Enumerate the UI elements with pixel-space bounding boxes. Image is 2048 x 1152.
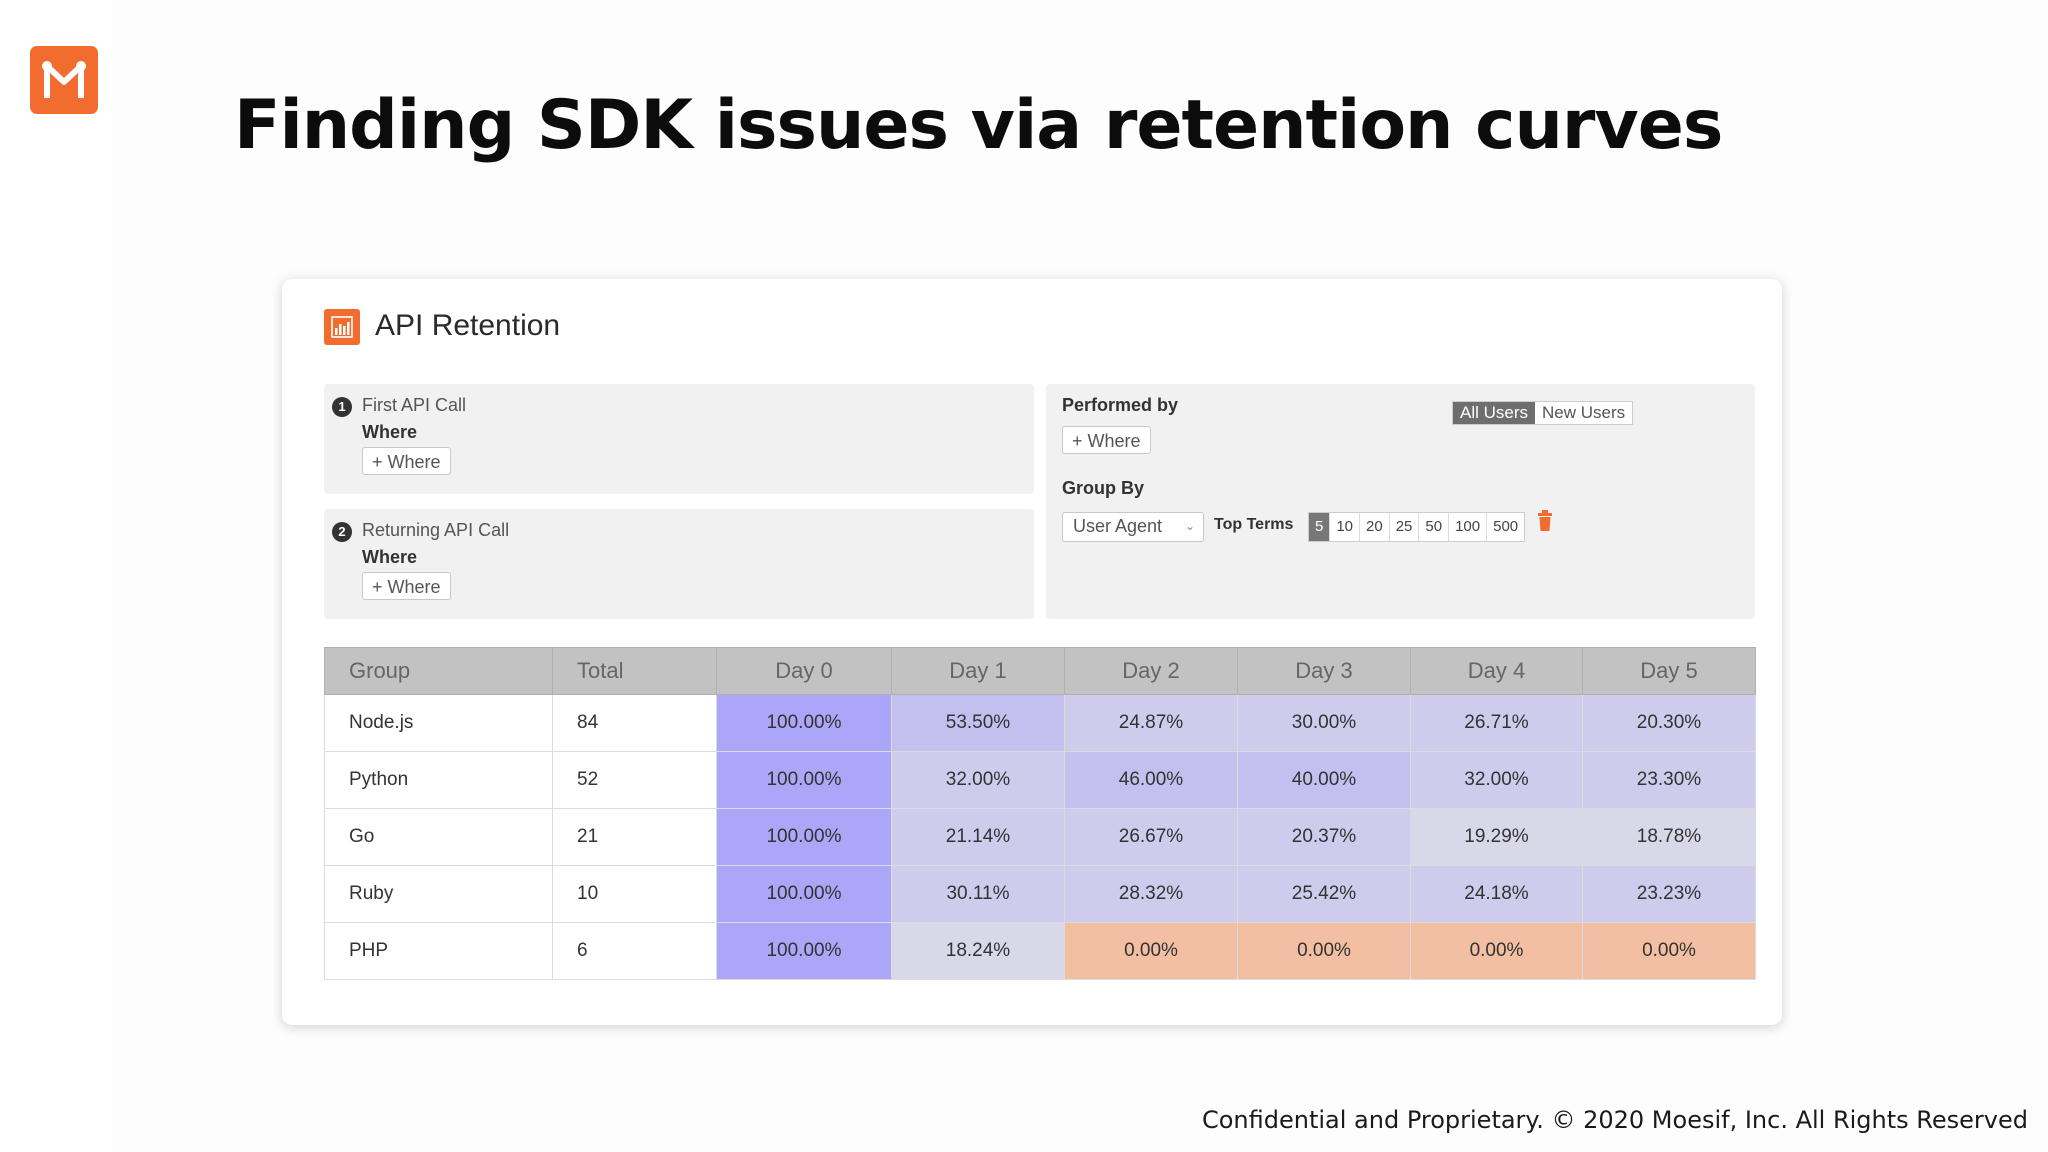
table-header-row: Group Total Day 0 Day 1 Day 2 Day 3 Day … (324, 647, 1756, 695)
retention-cell-day-1: 18.24% (891, 922, 1065, 980)
table-row[interactable]: Python 52 100.00% 32.00% 46.00% 40.00% 32.00% 2… (324, 751, 1756, 809)
top-terms-option[interactable]: 100 (1449, 513, 1488, 541)
retention-table: Group Total Day 0 Day 1 Day 2 Day 3 Day … (324, 647, 1756, 980)
column-header-day-3[interactable]: Day 3 (1237, 647, 1411, 695)
retention-cell-day-3: 40.00% (1237, 751, 1411, 809)
total-cell: 21 (552, 808, 717, 866)
first-event-panel: 1 First API Call Where + Where (324, 384, 1034, 494)
trash-icon[interactable] (1536, 510, 1554, 532)
returning-event-label: Returning API Call (362, 520, 510, 540)
slide-title: Finding SDK issues via retention curves (234, 86, 1723, 165)
column-header-group[interactable]: Group (324, 647, 553, 695)
retention-cell-day-3: 0.00% (1237, 922, 1411, 980)
performed-by-all-users[interactable]: All Users (1453, 402, 1536, 424)
retention-cell-day-3: 20.37% (1237, 808, 1411, 866)
retention-cell-day-3: 25.42% (1237, 865, 1411, 923)
retention-cell-day-5: 20.30% (1582, 694, 1756, 752)
retention-cell-day-2: 46.00% (1064, 751, 1238, 809)
total-cell: 52 (552, 751, 717, 809)
retention-cell-day-5: 23.30% (1582, 751, 1756, 809)
performed-by-new-users[interactable]: New Users (1535, 402, 1633, 424)
footer-copyright: Confidential and Proprietary. © 2020 Moe… (1201, 1106, 2028, 1134)
api-retention-card: API Retention 1 First API Call Where + W… (282, 279, 1782, 1025)
group-by-select[interactable]: User Agent ⌄ (1062, 512, 1204, 542)
moesif-logo-icon (30, 46, 98, 114)
top-terms-option[interactable]: 10 (1330, 513, 1361, 541)
group-by-label: Group By (1062, 478, 1145, 498)
retention-cell-day-5: 0.00% (1582, 922, 1756, 980)
table-row[interactable]: Node.js 84 100.00% 53.50% 24.87% 30.00% 26.71%… (324, 694, 1756, 752)
retention-cell-day-1: 53.50% (891, 694, 1065, 752)
retention-cell-day-0: 100.00% (716, 922, 892, 980)
table-row[interactable]: PHP 6 100.00% 18.24% 0.00% 0.00% 0.00% 0.00% (324, 922, 1756, 980)
retention-cell-day-2: 28.32% (1064, 865, 1238, 923)
step-number-2: 2 (332, 522, 352, 542)
retention-cell-day-5: 23.23% (1582, 865, 1756, 923)
retention-cell-day-1: 30.11% (891, 865, 1065, 923)
filters-add-where-button[interactable]: + Where (1062, 426, 1151, 454)
top-terms-option[interactable]: 50 (1419, 513, 1450, 541)
retention-cell-day-4: 19.29% (1410, 808, 1583, 866)
step-number-1: 1 (332, 397, 352, 417)
table-row[interactable]: Go 21 100.00% 21.14% 26.67% 20.37% 19.29% 18.78… (324, 808, 1756, 866)
first-event-where-label: Where (362, 422, 418, 442)
group-cell: Node.js (324, 694, 553, 752)
retention-cell-day-4: 26.71% (1410, 694, 1583, 752)
group-cell: Ruby (324, 865, 553, 923)
retention-cell-day-1: 21.14% (891, 808, 1065, 866)
column-header-day-5[interactable]: Day 5 (1582, 647, 1756, 695)
card-title: API Retention (375, 309, 561, 342)
retention-cell-day-0: 100.00% (716, 865, 892, 923)
retention-cell-day-4: 24.18% (1410, 865, 1583, 923)
column-header-day-0[interactable]: Day 0 (716, 647, 892, 695)
group-cell: PHP (324, 922, 553, 980)
retention-cell-day-2: 24.87% (1064, 694, 1238, 752)
group-by-value: User Agent (1073, 516, 1163, 536)
first-event-add-where-button[interactable]: + Where (362, 447, 451, 475)
retention-cell-day-0: 100.00% (716, 808, 892, 866)
retention-cell-day-1: 32.00% (891, 751, 1065, 809)
column-header-day-2[interactable]: Day 2 (1064, 647, 1238, 695)
returning-event-add-where-button[interactable]: + Where (362, 572, 451, 600)
top-terms-option[interactable]: 500 (1493, 518, 1519, 535)
group-cell: Python (324, 751, 553, 809)
retention-cell-day-4: 0.00% (1410, 922, 1583, 980)
returning-event-panel: 2 Returning API Call Where + Where (324, 509, 1034, 619)
retention-cell-day-2: 26.67% (1064, 808, 1238, 866)
top-terms-option[interactable]: 25 (1390, 513, 1420, 541)
total-cell: 10 (552, 865, 717, 923)
performed-by-label: Performed by (1062, 395, 1179, 415)
table-row[interactable]: Ruby 10 100.00% 30.11% 28.32% 25.42% 24.18% 23.… (324, 865, 1756, 923)
top-terms-selector: 5 10 20 25 50 100 500 (1308, 512, 1526, 542)
chart-icon (324, 309, 360, 345)
performed-by-toggle: All Users New Users (1452, 401, 1634, 425)
column-header-day-4[interactable]: Day 4 (1410, 647, 1583, 695)
retention-cell-day-0: 100.00% (716, 694, 892, 752)
chevron-down-icon: ⌄ (1184, 519, 1195, 533)
top-terms-option[interactable]: 20 (1360, 513, 1390, 541)
retention-cell-day-5: 18.78% (1582, 808, 1756, 866)
total-cell: 6 (552, 922, 717, 980)
retention-cell-day-2: 0.00% (1064, 922, 1238, 980)
retention-cell-day-4: 32.00% (1410, 751, 1583, 809)
filters-panel: Performed by All Users New Users + Where… (1046, 384, 1755, 619)
column-header-day-1[interactable]: Day 1 (891, 647, 1065, 695)
retention-cell-day-3: 30.00% (1237, 694, 1411, 752)
group-cell: Go (324, 808, 553, 866)
top-terms-option[interactable]: 5 (1309, 513, 1331, 541)
first-event-label: First API Call (362, 395, 467, 415)
returning-event-where-label: Where (362, 547, 418, 567)
top-terms-label: Top Terms (1214, 516, 1294, 533)
total-cell: 84 (552, 694, 717, 752)
retention-cell-day-0: 100.00% (716, 751, 892, 809)
column-header-total[interactable]: Total (552, 647, 717, 695)
